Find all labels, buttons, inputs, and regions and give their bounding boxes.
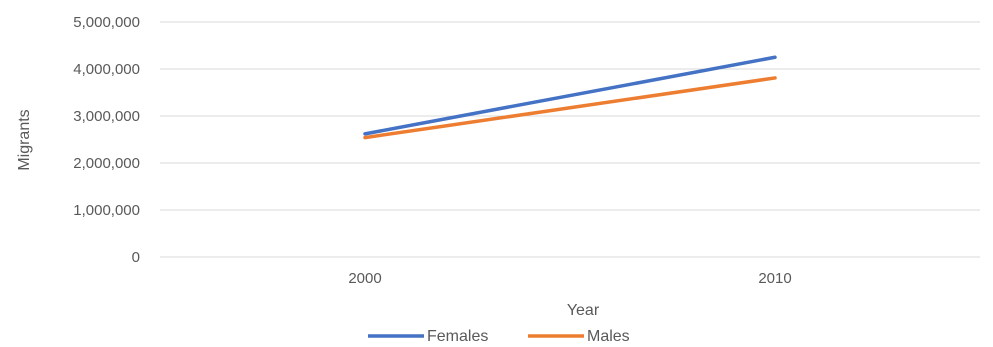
y-tick-label: 5,000,000 [73,14,140,31]
y-tick-label: 0 [132,249,140,266]
x-tick-label: 2010 [758,270,791,287]
series-line-males [363,76,777,140]
series-lines [363,55,777,140]
legend-label-females: Females [427,328,488,342]
x-axis-tick-labels: 2000 2010 [348,270,791,287]
series-line-females [363,55,777,136]
legend: Females Males [368,328,630,345]
y-axis-tick-labels: 0 1,000,000 2,000,000 3,000,000 4,000,000 5,0… [73,14,140,266]
x-axis-title: Year [567,302,600,319]
y-tick-label: 1,000,000 [73,202,140,219]
legend-label-males: Males [587,328,630,342]
y-axis-title: Migrants [16,109,33,170]
y-tick-label: 2,000,000 [73,155,140,172]
y-tick-label: 3,000,000 [73,108,140,125]
gridlines [160,21,980,258]
x-tick-label: 2000 [348,270,381,287]
y-tick-label: 4,000,000 [73,61,140,78]
